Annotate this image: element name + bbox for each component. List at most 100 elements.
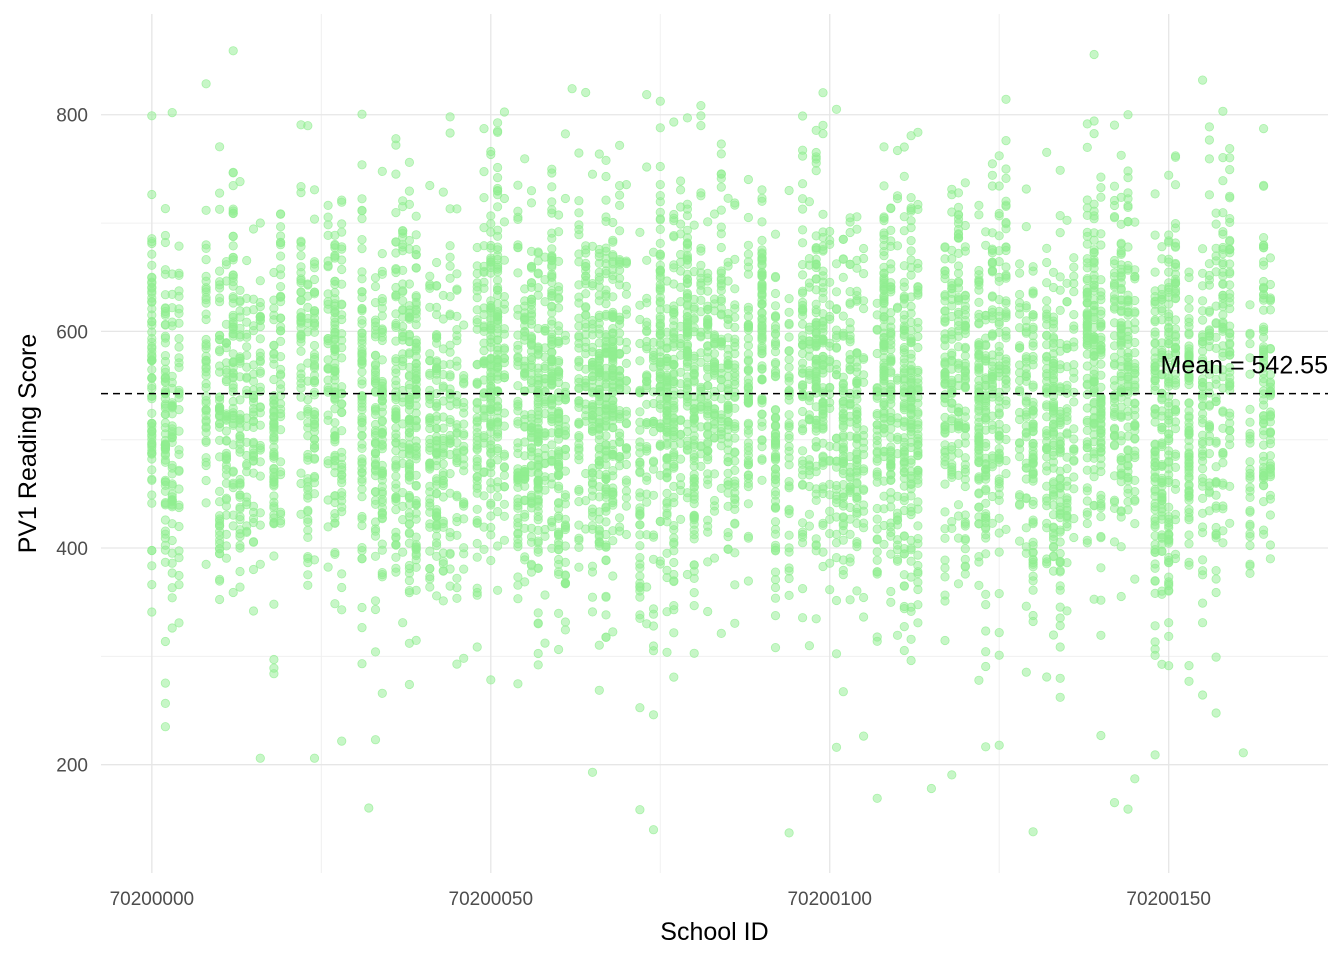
data-point [513,503,523,513]
data-point [818,420,828,431]
data-point [547,168,557,178]
data-point [858,296,869,306]
data-point [309,274,320,285]
data-point [642,255,652,265]
data-point [445,291,455,302]
data-point [642,475,652,485]
data-point [696,121,706,131]
data-point [255,297,265,308]
data-point [642,298,652,308]
data-point [391,134,401,144]
data-point [499,217,509,227]
data-point [221,338,231,348]
data-point [160,636,170,647]
data-point [513,180,523,190]
data-point [492,386,503,397]
data-point [655,123,665,133]
data-point [913,409,923,419]
data-point [886,502,896,512]
data-point [445,128,455,138]
data-point [743,533,754,543]
data-point [275,391,286,401]
data-point [621,281,632,291]
data-point [269,654,279,665]
data-point [784,543,794,553]
data-point [492,585,503,595]
data-point [614,513,625,523]
data-point [858,303,869,314]
data-point [655,214,665,224]
data-point [404,575,414,586]
data-point [357,542,367,553]
data-point [357,417,367,427]
data-point [248,501,259,511]
data-point [614,319,625,329]
data-point [981,441,991,452]
data-point [811,534,821,544]
data-point [872,569,882,579]
data-point [635,559,645,569]
data-point [147,296,157,307]
data-point [174,618,184,628]
data-point [228,466,238,476]
data-point [377,460,387,470]
data-point [452,659,462,669]
data-point [499,255,509,265]
data-point [960,406,970,416]
data-point [614,140,625,150]
data-point [635,356,645,366]
data-point [716,139,726,149]
data-point [309,370,320,380]
data-point [459,377,469,387]
data-point [648,604,659,614]
data-point [940,555,950,565]
data-point [533,648,543,659]
data-point [255,368,265,378]
data-point [838,565,848,576]
data-point [852,414,862,424]
data-point [981,511,991,522]
data-point [689,530,699,540]
data-point [330,599,340,609]
data-point [716,182,726,192]
data-point [269,599,279,609]
data-point [831,359,842,369]
data-point [831,343,842,353]
data-point [248,325,259,336]
data-point [215,519,225,529]
data-point [852,286,862,296]
data-point [492,245,503,255]
data-point [411,562,421,572]
data-point [547,233,557,243]
data-point [743,418,754,428]
data-point [669,533,679,543]
data-point [960,351,970,361]
data-point [601,243,611,253]
data-point [642,90,652,100]
data-point [357,267,367,277]
data-point [960,438,970,448]
data-point [330,250,340,260]
data-point [743,174,754,185]
data-point [438,596,448,606]
data-point [621,529,632,540]
data-point [309,387,320,397]
data-point [235,285,245,295]
data-point [526,333,537,343]
data-point [357,194,367,204]
data-point [160,698,170,709]
data-point [228,255,238,265]
data-point [337,219,347,229]
data-point [770,311,781,321]
data-point [499,462,509,472]
data-point [452,582,462,593]
data-point [275,251,286,261]
data-point [228,587,238,598]
data-point [689,587,699,598]
data-point [330,431,340,441]
data-point [486,555,496,566]
data-point [255,520,265,530]
data-point [574,230,584,240]
data-point [452,593,462,603]
data-point [221,436,231,446]
